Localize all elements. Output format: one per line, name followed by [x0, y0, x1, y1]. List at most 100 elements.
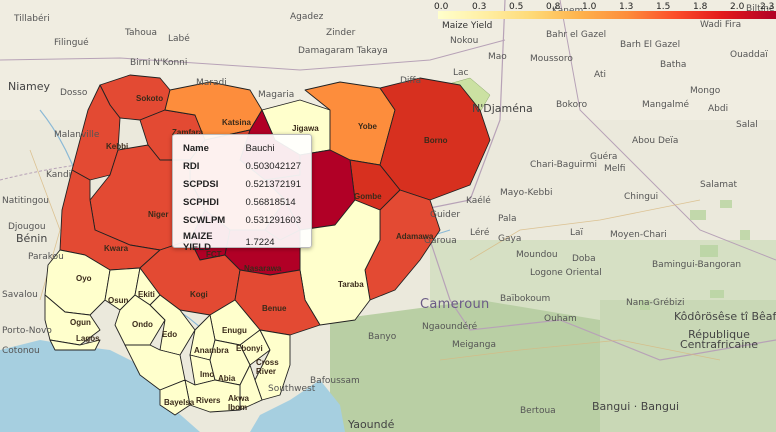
- tooltip-key: SCWLPM: [183, 214, 226, 226]
- legend-tick: 0.5: [509, 2, 524, 12]
- legend-tick: 2.3: [760, 2, 775, 12]
- place-label: N'Djaména: [472, 102, 533, 115]
- state-ogun[interactable]: [44, 294, 101, 346]
- legend-tick: 0.8: [546, 2, 561, 12]
- place-label: Nana-Grébizi: [626, 298, 685, 308]
- place-label: Mao: [488, 52, 507, 62]
- place-label: Meiganga: [452, 340, 496, 350]
- legend-tick: 0.0: [434, 2, 449, 12]
- place-label: Magaria: [258, 90, 295, 100]
- tooltip-table: Name Bauchi RDI 0.503042127 SCPDSI 0.521372…: [179, 139, 305, 255]
- place-label: Nokou: [450, 36, 479, 46]
- place-label: Ati: [594, 70, 607, 80]
- state-label: Sokoto: [136, 94, 164, 103]
- place-label: Mangalmé: [642, 100, 690, 110]
- state-bayelsa[interactable]: [159, 379, 191, 416]
- state-label: Rivers: [196, 396, 221, 405]
- place-label: Zinder: [326, 28, 356, 38]
- place-label: Abou Deïa: [632, 136, 679, 146]
- place-label: Salal: [736, 120, 758, 130]
- place-label: Guéra: [590, 152, 618, 162]
- state-label: Katsina: [222, 118, 251, 127]
- place-label: Ouaddaï: [730, 50, 768, 60]
- place-label: Cameroun: [420, 297, 490, 312]
- state-lagos[interactable]: [49, 339, 101, 351]
- place-label: Batha: [660, 60, 687, 70]
- tooltip-value: 0.503042127: [245, 160, 301, 172]
- state-borno[interactable]: [379, 77, 491, 201]
- place-label: Diffa: [400, 76, 422, 86]
- place-label: Moussoro: [530, 54, 573, 64]
- tooltip-row: SCPDSI 0.521372191: [179, 175, 305, 193]
- state-label: FCT: [206, 250, 222, 259]
- state-label: Bayelsa: [164, 398, 195, 407]
- place-label: Biltine: [746, 4, 775, 14]
- state-label: Edo: [162, 330, 178, 339]
- tooltip-key: RDI: [183, 160, 200, 172]
- place-label: Ouham: [544, 314, 577, 324]
- place-label: Barh El Gazel: [620, 40, 681, 50]
- legend-tick: 1.5: [656, 2, 671, 12]
- place-label: Maradi: [196, 78, 227, 88]
- state-delta[interactable]: [124, 344, 186, 391]
- place-label: Kaélé: [466, 196, 491, 206]
- place-label: Djougou: [8, 222, 46, 232]
- place-label: Salamat: [700, 180, 738, 190]
- tooltip-value: 0.56818514: [245, 196, 296, 208]
- tooltip-row: MAIZE YIELD 1.7224: [179, 229, 305, 255]
- tooltip-value: 0.531291603: [245, 214, 301, 226]
- state-label: Ogun: [70, 318, 91, 327]
- place-label: Parakou: [28, 252, 64, 262]
- place-label: Chingui: [624, 192, 659, 202]
- place-label: Yaoundé: [348, 418, 395, 431]
- legend-tick: 1.0: [582, 2, 597, 12]
- tooltip-row: Name Bauchi: [179, 139, 305, 157]
- place-label: Laï: [570, 228, 584, 238]
- tooltip-value: Bauchi: [245, 142, 275, 154]
- place-label: Chari-Baguirmi: [530, 160, 598, 170]
- state-label: Borno: [424, 136, 448, 145]
- place-label: Bangui · Bangui: [592, 400, 680, 413]
- state-label: Ondo: [132, 320, 153, 329]
- place-label: Doba: [572, 254, 596, 264]
- state-label: Akwa Ibom: [228, 394, 249, 412]
- tooltip-key: SCPDSI: [183, 178, 219, 190]
- place-label: Tahoua: [125, 28, 157, 38]
- place-label: Baïbokoum: [500, 294, 551, 304]
- place-label: Mongo: [690, 86, 721, 96]
- state-label: Anambra: [194, 346, 229, 355]
- state-rivers[interactable]: [184, 379, 241, 413]
- place-label: Melfi: [604, 164, 626, 174]
- tooltip-value: 1.7224: [245, 236, 275, 248]
- place-label: Banyo: [368, 332, 397, 342]
- state-label: Adamawa: [396, 232, 434, 241]
- place-label: Malanville: [54, 130, 100, 140]
- state-edo[interactable]: [149, 294, 196, 356]
- tooltip-key: SCPHDI: [183, 196, 219, 208]
- place-label: Logone Oriental: [530, 268, 602, 278]
- state-kebbi[interactable]: [71, 84, 121, 181]
- legend-tick: 0.3: [472, 2, 487, 12]
- place-label: Southwest: [268, 384, 316, 394]
- tooltip-key: MAIZE YIELD: [183, 231, 213, 253]
- place-label: Birni N'Konni: [130, 58, 188, 68]
- place-label: Bokoro: [556, 100, 588, 110]
- tooltip-key: Name: [183, 142, 209, 154]
- place-label: Agadez: [290, 12, 324, 22]
- place-label: Dosso: [60, 88, 88, 98]
- color-legend: 0.0 0.3 0.5 0.8 1.0 1.3 1.5 1.8 2.0 2.3 …: [412, 0, 776, 31]
- state-label: Gombe: [354, 192, 382, 201]
- place-label: Kôdôrösêse tî Bêafrîka: [674, 310, 776, 323]
- place-label: Savalou: [2, 290, 38, 300]
- state-label: Niger: [148, 210, 169, 219]
- legend-tick: 2.0: [730, 2, 745, 12]
- state-label: Nasarawa: [244, 264, 282, 273]
- place-label: Ngaoundéré: [422, 322, 478, 332]
- state-label: Jigawa: [292, 124, 319, 133]
- place-label: Bahr el Gazel: [546, 30, 607, 40]
- place-label: Labé: [168, 34, 190, 44]
- legend-colorbar: [438, 11, 776, 19]
- state-label: Osun: [108, 296, 129, 305]
- state-cross-river[interactable]: [254, 329, 291, 401]
